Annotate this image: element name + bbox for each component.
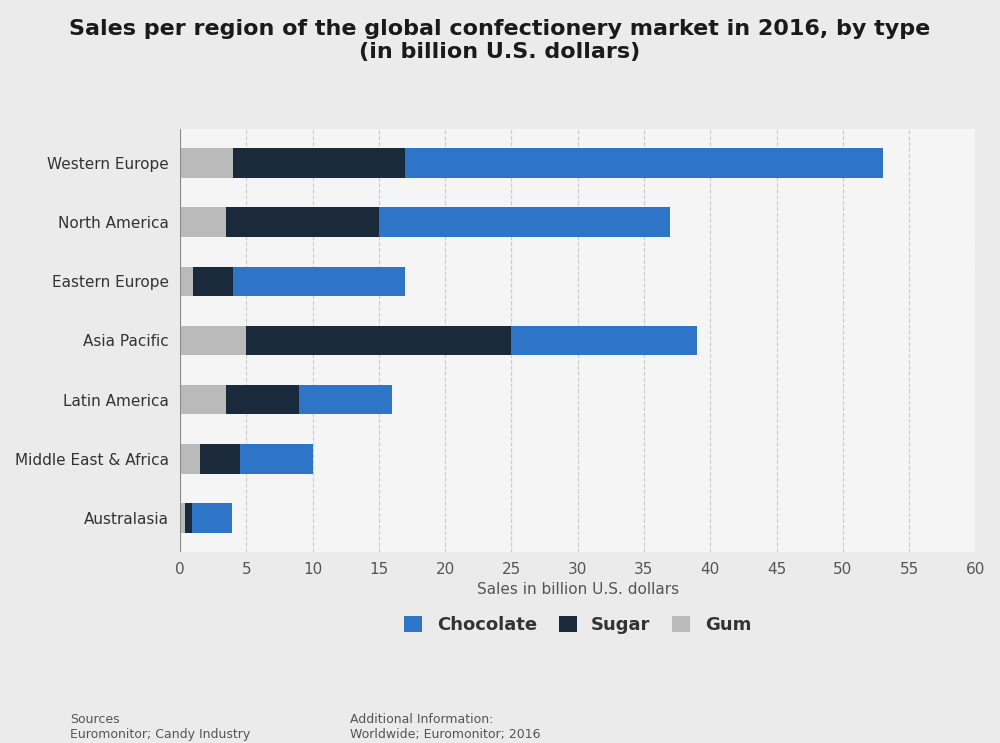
Bar [193, 267, 233, 296]
Bar [192, 503, 232, 533]
Bar [185, 503, 192, 533]
Bar [226, 385, 299, 415]
Text: Sales per region of the global confectionery market in 2016, by type
(in billion: Sales per region of the global confectio… [69, 19, 931, 62]
Legend: Chocolate, Sugar, Gum: Chocolate, Sugar, Gum [404, 616, 751, 635]
Bar [180, 503, 185, 533]
Text: Sources
Euromonitor; Candy Industry
© Statista 2018: Sources Euromonitor; Candy Industry © St… [70, 713, 250, 743]
Bar [180, 444, 200, 473]
Bar [233, 267, 405, 296]
Bar [240, 444, 313, 473]
Bar [226, 207, 379, 237]
Bar [233, 148, 405, 178]
X-axis label: Sales in billion U.S. dollars: Sales in billion U.S. dollars [477, 583, 679, 597]
Bar [379, 207, 670, 237]
Bar [405, 148, 883, 178]
Bar [200, 444, 240, 473]
Bar [180, 385, 226, 415]
Text: Additional Information:
Worldwide; Euromonitor; 2016: Additional Information: Worldwide; Eurom… [350, 713, 540, 742]
Bar [511, 325, 697, 355]
Bar [180, 267, 193, 296]
Bar [299, 385, 392, 415]
Bar [180, 207, 226, 237]
Bar [180, 148, 233, 178]
Bar [180, 325, 246, 355]
Bar [246, 325, 511, 355]
